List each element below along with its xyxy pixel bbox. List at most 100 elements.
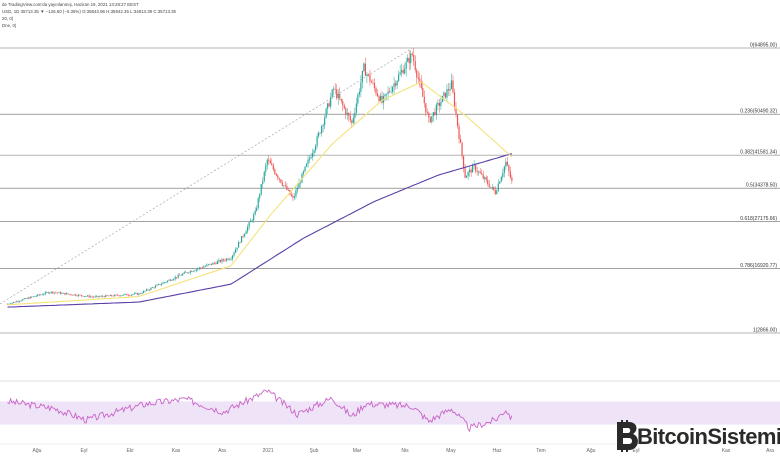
candle-body: [23, 298, 25, 300]
candle-body: [17, 301, 19, 302]
candle-body: [327, 103, 329, 109]
candle-body: [426, 112, 428, 114]
candle-body: [295, 190, 297, 197]
candle-body: [28, 297, 30, 299]
candle-body: [159, 284, 161, 285]
chart-header-line4: Dne, 0): [2, 23, 17, 28]
fib-label: 0.618(27175.66): [740, 216, 777, 222]
candle-body: [425, 103, 427, 113]
candle-body: [333, 88, 335, 90]
candle-body: [37, 294, 39, 296]
candle-body: [385, 93, 388, 95]
candle-body: [188, 272, 190, 274]
candle-body: [292, 196, 294, 198]
candle-body: [488, 183, 490, 188]
candle-body: [86, 295, 89, 297]
candle-body: [506, 161, 508, 166]
candle-body: [482, 174, 484, 179]
candle-body: [195, 269, 197, 271]
candles: [6, 47, 513, 305]
candle-body: [337, 93, 339, 99]
candle-body: [494, 189, 496, 194]
candle-body: [311, 153, 314, 158]
candle-body: [245, 231, 247, 234]
candle-body: [29, 296, 31, 299]
candle-body: [168, 279, 170, 281]
candle-body: [145, 289, 148, 291]
candle-body: [434, 112, 436, 115]
candle-body: [244, 233, 246, 237]
candle-body: [407, 57, 409, 62]
candle-body: [484, 177, 486, 179]
candle-body: [82, 295, 84, 297]
candle-body: [304, 166, 306, 172]
rsi-line: [7, 389, 513, 433]
candle-body: [56, 292, 58, 294]
candle-body: [313, 150, 315, 154]
candle-body: [9, 303, 12, 305]
candle-body: [183, 272, 185, 274]
candle-body: [325, 108, 327, 118]
candle-body: [336, 89, 338, 99]
candle-body: [316, 136, 318, 146]
candle-body: [105, 295, 107, 298]
candle-body: [234, 249, 237, 253]
candle-body: [490, 186, 492, 188]
candle-body: [260, 183, 262, 195]
x-tick-label: Mar: [353, 448, 362, 454]
candle-body: [465, 175, 468, 178]
candle-body: [367, 74, 370, 75]
candle-body: [476, 170, 478, 173]
candle-body: [265, 165, 267, 172]
candle-body: [53, 292, 55, 294]
candle-body: [162, 282, 164, 284]
candle-body: [206, 264, 208, 267]
candle-body: [470, 169, 472, 173]
candle-body: [364, 63, 367, 76]
candle-body: [174, 277, 176, 280]
candle-body: [67, 293, 69, 295]
candle-body: [379, 95, 382, 102]
candle-body: [185, 272, 187, 273]
candle-body: [296, 188, 299, 191]
candle-body: [331, 89, 333, 98]
candle-body: [502, 172, 504, 178]
candle-body: [422, 88, 424, 97]
candle-body: [179, 274, 181, 276]
candle-body: [108, 295, 110, 297]
candle-body: [283, 185, 285, 186]
candle-body: [247, 226, 249, 232]
candle-body: [334, 88, 336, 90]
candle-body: [156, 284, 158, 286]
candle-body: [453, 92, 456, 108]
candle-body: [253, 214, 255, 221]
candle-body: [259, 194, 261, 199]
candle-body: [126, 294, 128, 296]
candle-body: [287, 189, 290, 191]
candle-body: [348, 113, 350, 117]
candle-body: [290, 194, 293, 197]
candle-body: [70, 294, 72, 295]
candle-body: [281, 182, 283, 186]
candle-body: [275, 173, 277, 176]
candle-body: [127, 295, 129, 296]
candle-body: [431, 116, 433, 122]
candle-body: [345, 108, 347, 115]
candle-body: [487, 179, 489, 184]
candle-body: [375, 87, 377, 94]
candle-body: [22, 299, 24, 301]
candle-body: [58, 292, 60, 293]
candle-body: [106, 295, 108, 296]
candle-body: [280, 179, 282, 183]
candle-body: [132, 294, 134, 295]
candle-body: [399, 72, 401, 75]
candle-body: [262, 180, 264, 184]
candle-body: [308, 158, 311, 160]
candle-body: [41, 294, 43, 296]
candle-body: [269, 160, 271, 164]
fib-label: 0.786(16920.77): [740, 263, 777, 269]
candle-body: [354, 112, 356, 119]
candle-body: [47, 292, 49, 294]
candle-body: [402, 70, 404, 74]
